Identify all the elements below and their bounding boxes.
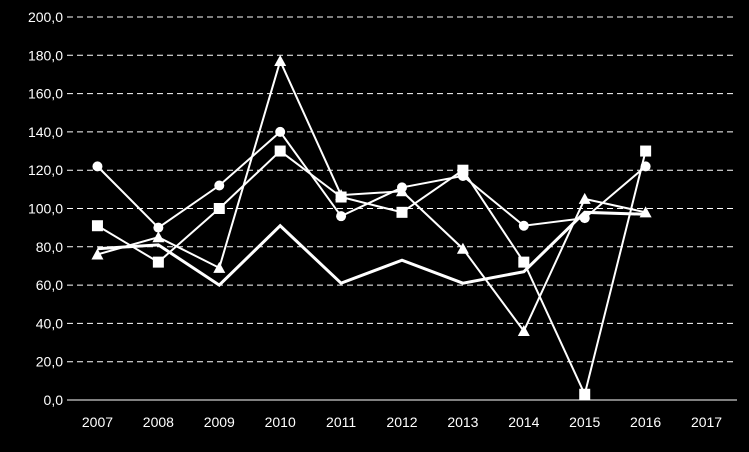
- x-tick-label: 2015: [569, 414, 600, 430]
- data-point-circle: [214, 180, 225, 191]
- series-line: [96, 149, 647, 398]
- y-tick-label: 60,0: [36, 277, 63, 293]
- data-point-square: [213, 203, 225, 214]
- series-line: [96, 130, 647, 229]
- data-point-circle: [153, 222, 164, 233]
- data-point-circle: [275, 126, 286, 137]
- data-point-square: [579, 388, 591, 400]
- y-tick-label: 40,0: [36, 315, 63, 331]
- series-4: [97, 210, 646, 288]
- x-tick-label: 2009: [204, 414, 235, 430]
- x-tick-label: 2011: [326, 414, 356, 430]
- x-tick-label: 2013: [447, 414, 478, 430]
- x-tick-label: 2014: [508, 414, 539, 430]
- x-tick-label: 2010: [265, 414, 296, 430]
- data-point-square: [396, 206, 408, 218]
- data-point-square: [640, 145, 652, 157]
- data-point-triangle: [517, 325, 530, 337]
- data-point-triangle: [396, 185, 408, 197]
- data-point-circle: [336, 211, 347, 222]
- series-3: [91, 55, 652, 337]
- data-point-triangle: [213, 261, 226, 273]
- series-1: [92, 126, 651, 233]
- data-point-triangle: [335, 189, 348, 201]
- data-point-square: [152, 256, 164, 268]
- y-tick-label: 80,0: [36, 239, 63, 255]
- data-point-triangle: [91, 248, 104, 260]
- series-group: [91, 55, 652, 400]
- y-tick-label: 200,0: [28, 9, 63, 25]
- data-point-square: [274, 145, 286, 157]
- data-point-circle: [518, 220, 529, 231]
- data-point-triangle: [578, 192, 591, 204]
- x-tick-label: 2007: [82, 414, 113, 430]
- x-tick-label: 2008: [143, 414, 174, 430]
- y-tick-label: 100,0: [28, 201, 63, 217]
- y-tick-label: 180,0: [28, 47, 63, 63]
- y-tick-label: 120,0: [28, 162, 63, 178]
- data-point-square: [518, 256, 530, 268]
- data-point-square: [91, 220, 103, 232]
- data-point-triangle: [274, 55, 287, 67]
- data-point-triangle: [152, 231, 165, 243]
- series-line: [97, 58, 646, 334]
- data-point-circle: [92, 161, 103, 172]
- series-line: [97, 210, 646, 288]
- x-tick-label: 2017: [691, 414, 722, 430]
- x-tick-label: 2016: [630, 414, 661, 430]
- y-tick-label: 20,0: [36, 354, 63, 370]
- x-tick-label: 2012: [386, 414, 417, 430]
- data-point-triangle: [456, 242, 469, 254]
- y-tick-label: 160,0: [28, 86, 63, 102]
- x-axis-tick-labels: 2007 2008 2009 2010 2011 2012 2013 2014 2015 2016…: [82, 414, 722, 430]
- y-tick-label: 140,0: [28, 124, 63, 140]
- y-axis-tick-labels: 0,0 20,0 40,0 60,0 80,0 100,0 120,0 140,0 160,0 1…: [28, 9, 63, 408]
- y-tick-label: 0,0: [44, 392, 64, 408]
- data-point-square: [457, 164, 469, 176]
